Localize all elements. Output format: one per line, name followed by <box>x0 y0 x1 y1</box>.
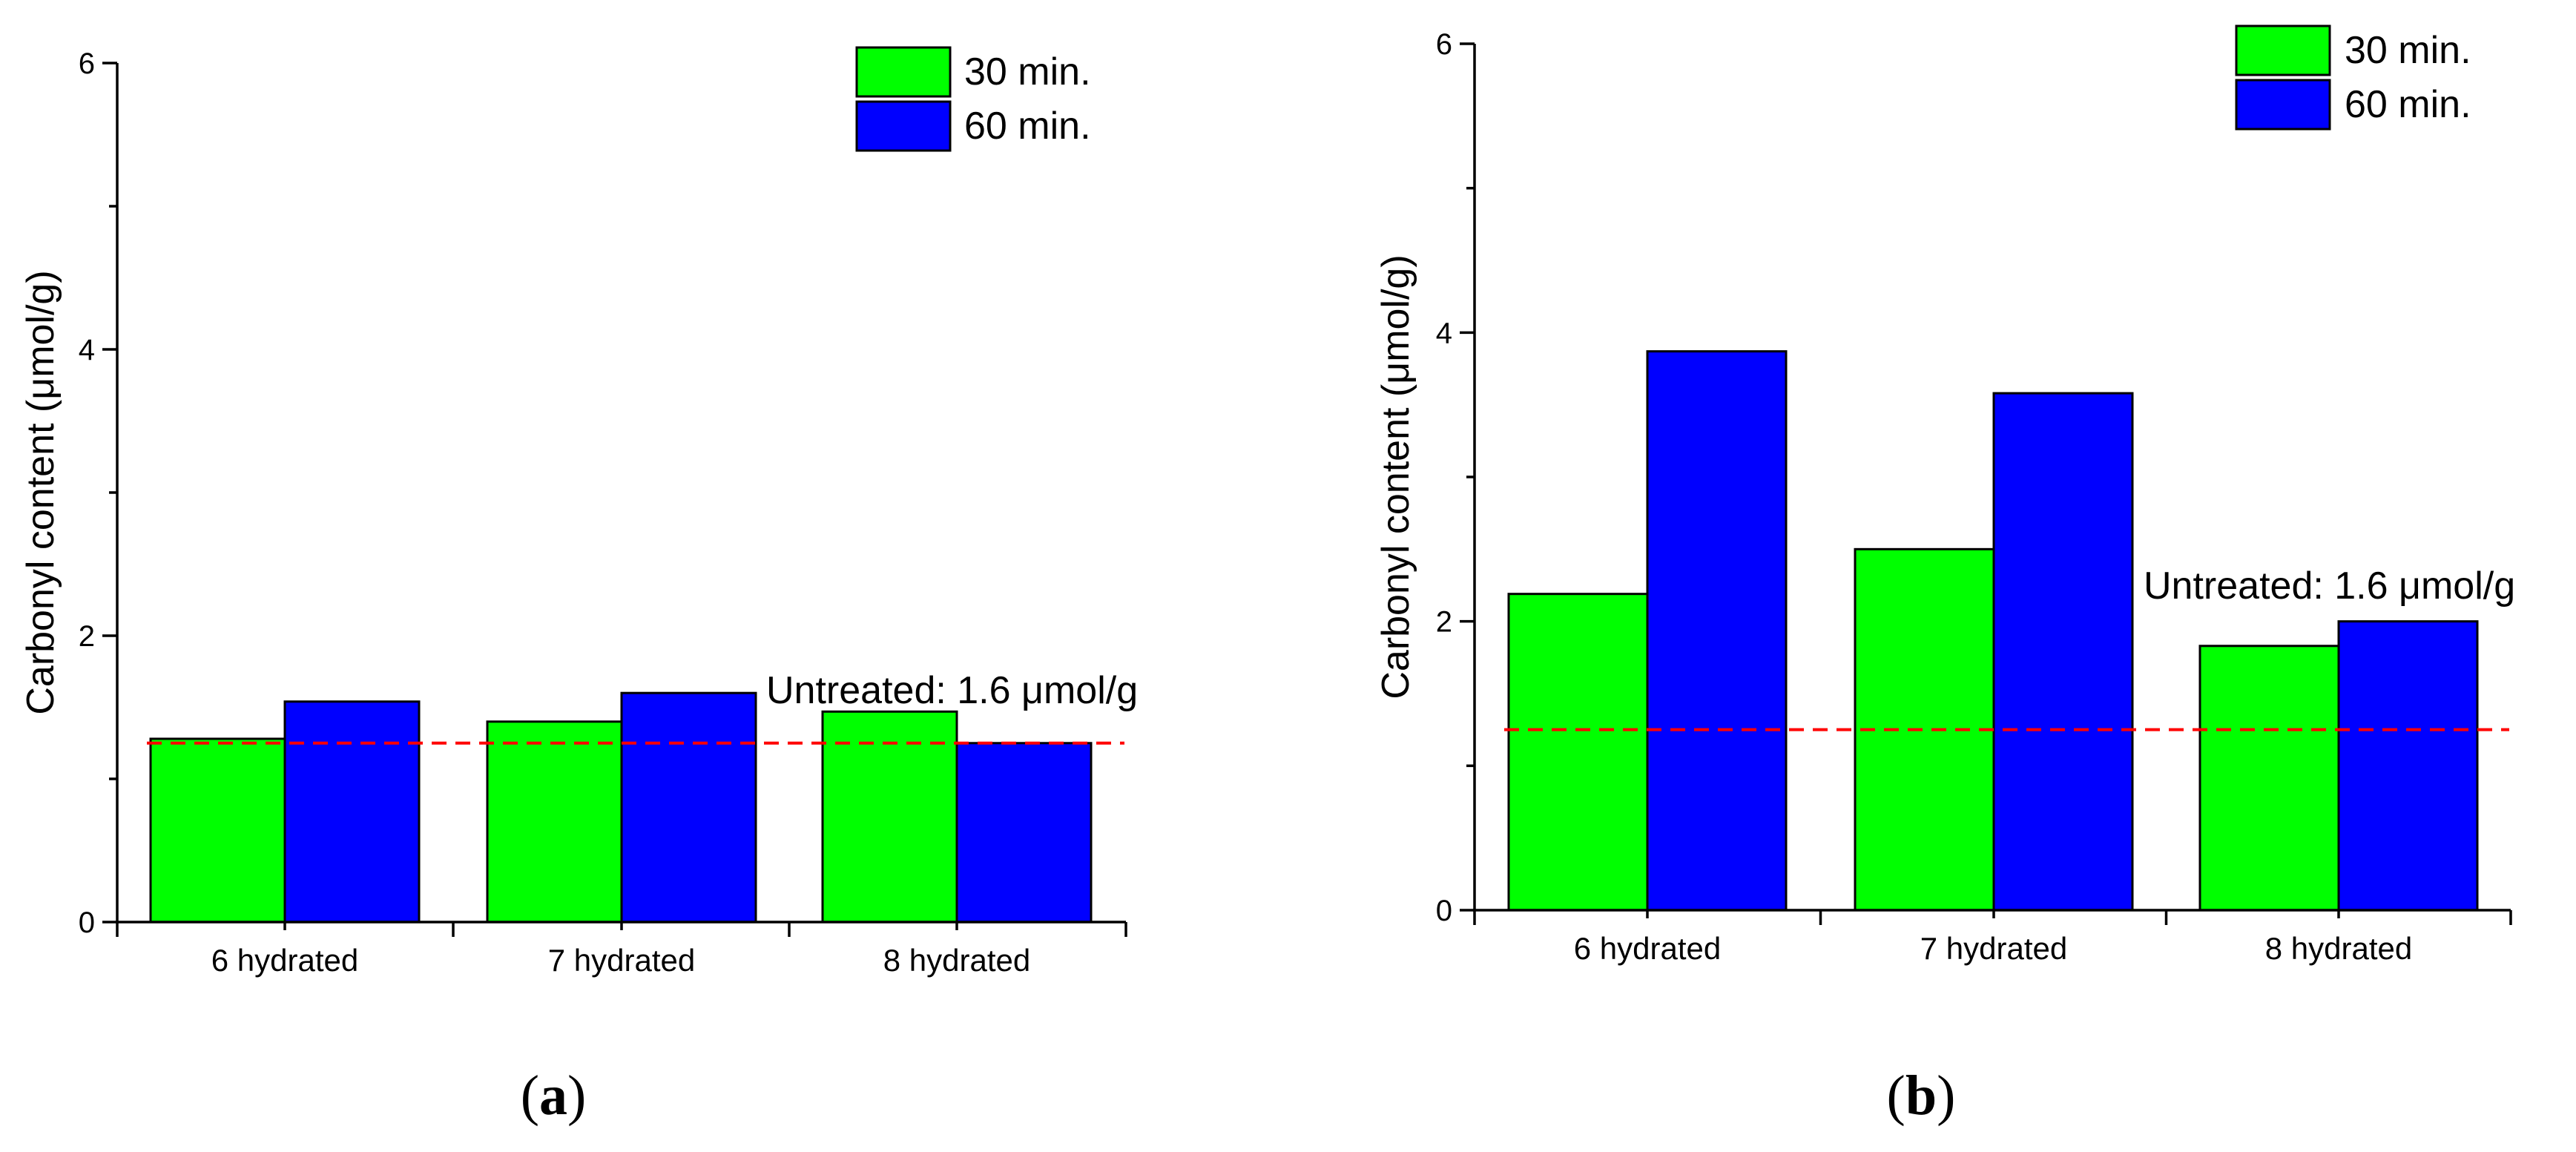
chart-panel-b: 0 2 4 6 6 hydrated 7 hydrated 8 hydrated Carbon… <box>1374 24 2515 1127</box>
chart-panel-a: 0 2 4 6 6 hydrated 7 hydrated 8 hydrated Carbon… <box>19 46 1138 1127</box>
legend-a: 30 min. 60 min. <box>855 46 1091 152</box>
y-tick-label-b: 4 <box>1436 317 1452 349</box>
x-tick-label-a: 7 hydrated <box>548 943 695 978</box>
x-tick-label-b: 6 hydrated <box>1574 931 1721 966</box>
legend-label: 30 min. <box>2345 29 2471 72</box>
y-tick-label-a: 0 <box>79 906 95 939</box>
y-tick-label-a: 2 <box>79 620 95 653</box>
y-tick-label-b: 2 <box>1436 606 1452 639</box>
bar-a-8-hydrated-30min <box>821 710 958 924</box>
legend-b: 30 min. 60 min. <box>2235 24 2471 131</box>
bar-b-7-hydrated-60min <box>1992 392 2134 912</box>
x-tick-label-b: 8 hydrated <box>2265 931 2412 966</box>
legend-label: 60 min. <box>2345 83 2471 126</box>
panel-caption-a: (a) <box>521 1064 587 1127</box>
legend-swatch-30min <box>2235 24 2331 76</box>
y-tick-label-b: 0 <box>1436 895 1452 927</box>
y-axis-label-a: Carbonyl content (μmol/g) <box>19 270 62 714</box>
legend-swatch-60min <box>2235 79 2331 131</box>
legend-label: 30 min. <box>964 50 1091 93</box>
panel-caption-b: (b) <box>1887 1064 1956 1127</box>
untreated-annotation-b: Untreated: 1.6 μmol/g <box>2144 565 2515 608</box>
bar-a-6-hydrated-30min <box>149 737 286 924</box>
y-tick-label-a: 6 <box>79 47 95 80</box>
bar-a-8-hydrated-60min <box>955 742 1093 924</box>
bar-a-7-hydrated-60min <box>620 691 757 924</box>
untreated-annotation-a: Untreated: 1.6 μmol/g <box>766 669 1138 712</box>
legend-swatch-60min <box>855 100 952 152</box>
bar-b-6-hydrated-60min <box>1646 350 1788 912</box>
y-axis-label-b: Carbonyl content (μmol/g) <box>1374 254 1417 699</box>
y-tick-label-a: 4 <box>79 334 95 366</box>
x-tick-label-a: 6 hydrated <box>211 943 358 978</box>
x-tick-label-b: 7 hydrated <box>1920 931 2067 966</box>
bar-a-7-hydrated-30min <box>486 720 623 924</box>
bar-b-8-hydrated-60min <box>2337 620 2479 912</box>
legend-label: 60 min. <box>964 105 1091 148</box>
bar-b-7-hydrated-30min <box>1854 547 1995 912</box>
x-tick-label-a: 8 hydrated <box>883 943 1030 978</box>
legend-swatch-30min <box>855 46 952 98</box>
bar-b-8-hydrated-30min <box>2198 645 2340 912</box>
bar-a-6-hydrated-60min <box>283 700 421 924</box>
y-tick-label-b: 6 <box>1436 28 1452 61</box>
bar-b-6-hydrated-30min <box>1507 593 1649 912</box>
